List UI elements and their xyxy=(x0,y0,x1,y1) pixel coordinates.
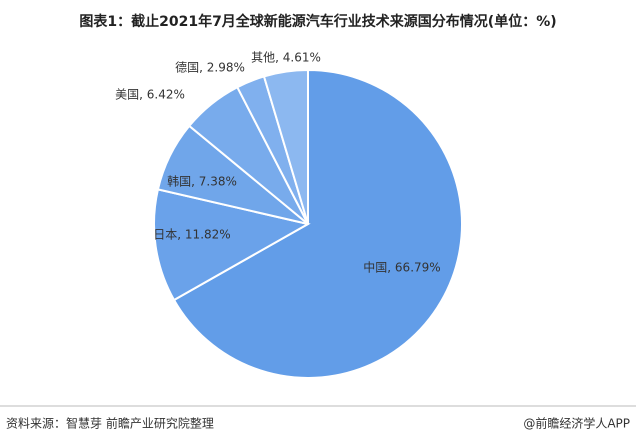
chart-title: 图表1：截止2021年7月全球新能源汽车行业技术来源国分布情况(单位：%) xyxy=(79,13,556,30)
data-label: 其他, 4.61% xyxy=(251,51,321,65)
data-label: 日本, 11.82% xyxy=(153,228,230,242)
data-label: 中国, 66.79% xyxy=(363,260,440,275)
data-label: 韩国, 7.38% xyxy=(167,174,237,189)
pie-slice xyxy=(153,188,311,302)
pie-slice xyxy=(262,68,309,225)
data-label: 德国, 2.98% xyxy=(175,60,245,75)
source: 资料来源：智慧芽 前瞻产业研究院整理 xyxy=(6,416,214,431)
pie-slice xyxy=(172,68,463,379)
data-label: 美国, 6.42% xyxy=(115,88,185,102)
credit: @前瞻经济学人APP xyxy=(523,416,630,431)
